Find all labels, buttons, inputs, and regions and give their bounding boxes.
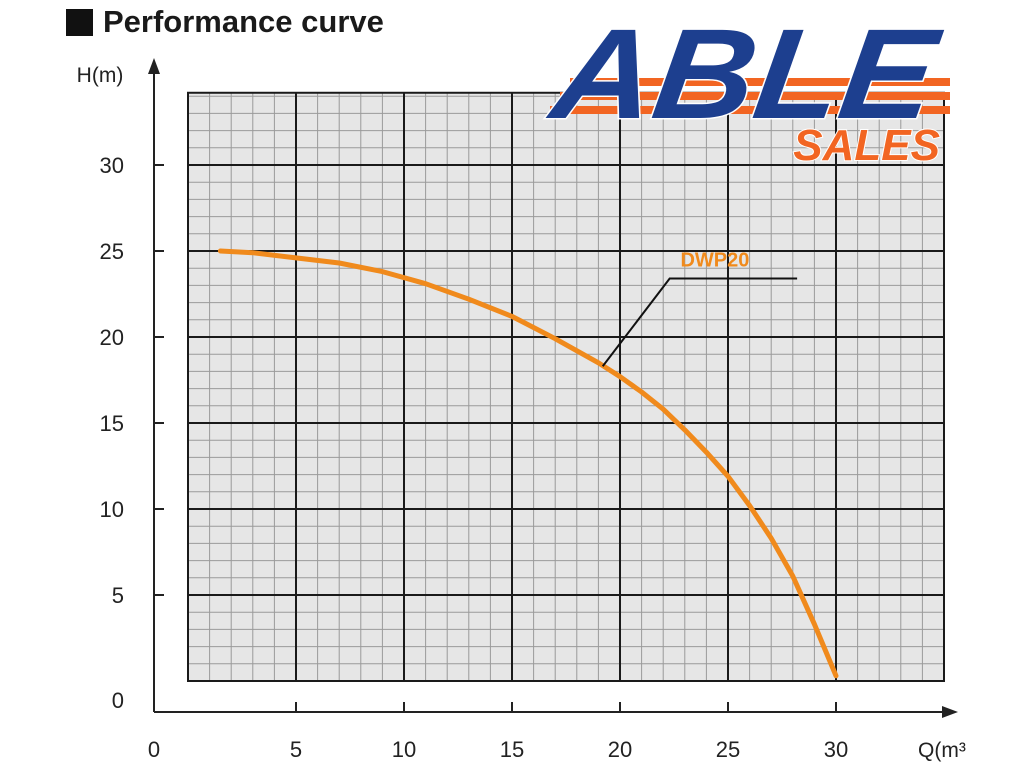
- x-tick-label: 15: [500, 737, 524, 762]
- x-tick-label: 25: [716, 737, 740, 762]
- plot-area: [188, 92, 944, 681]
- series-line-dwp20: [217, 248, 839, 679]
- y-axis-label: H(m): [77, 64, 124, 87]
- chart-title: Performance curve: [66, 4, 384, 40]
- x-tick-label: 0: [148, 737, 160, 762]
- y-tick-label: 20: [100, 325, 124, 350]
- x-tick-label: 10: [392, 737, 416, 762]
- logo-word: ABLE: [541, 4, 948, 146]
- y-tick-label: 0: [112, 688, 124, 713]
- logo-sub: SALES: [793, 121, 940, 170]
- y-tick-label: 5: [112, 583, 124, 608]
- able-sales-logo: ABLE SALES: [540, 2, 950, 171]
- y-tick-label: 25: [100, 239, 124, 264]
- y-tick-label: 10: [100, 497, 124, 522]
- x-tick-label: 30: [824, 737, 848, 762]
- x-axis-arrow: [942, 706, 958, 718]
- series-leader-line: [601, 277, 798, 367]
- x-tick-label: 5: [290, 737, 302, 762]
- title-square-icon: [66, 8, 93, 36]
- x-axis-label: Q(m³: [918, 739, 966, 762]
- series-label: DWP20: [680, 249, 749, 271]
- x-tick-label: 20: [608, 737, 632, 762]
- chart-title-text: Performance curve: [103, 4, 384, 39]
- y-tick-label: 30: [100, 153, 124, 178]
- y-axis-arrow: [148, 58, 160, 74]
- y-tick-label: 15: [100, 411, 124, 436]
- logo-stripes: [550, 78, 950, 114]
